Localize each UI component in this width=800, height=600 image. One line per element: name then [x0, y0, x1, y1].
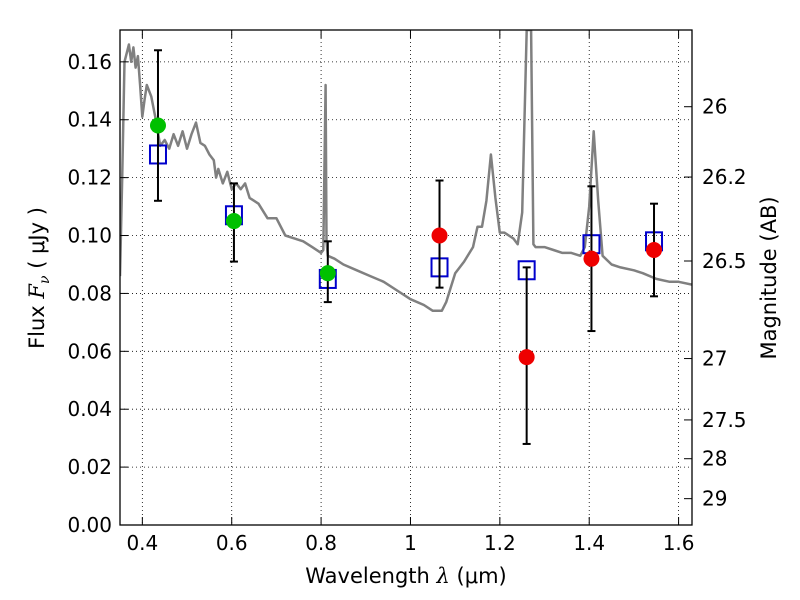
y-tick-label: 0.10 [67, 224, 112, 248]
x-tick-label: 1 [404, 531, 417, 555]
x-tick-label: 1.6 [663, 531, 695, 555]
model-spectrum-line [120, 30, 692, 313]
y-axis-label: Flux Fν ( μJy ) [25, 207, 53, 349]
y2-tick-label: 26.5 [702, 249, 747, 273]
x-tick-label: 1.2 [484, 531, 516, 555]
y-tick-label: 0.16 [67, 50, 112, 74]
plot-frame [119, 29, 693, 526]
x-tick-label: 0.8 [305, 531, 337, 555]
axes: 0.4 0.6 0.8 1 1.2 1.4 1.6 0.00 0.02 0.04 0.06 0.08 0… [67, 29, 747, 555]
gridlines [120, 30, 692, 526]
y2-axis-label: Magnitude (AB) [757, 196, 781, 359]
y2-tick-label: 26 [702, 95, 727, 119]
data-point [225, 213, 242, 230]
y-tick-label: 0.06 [67, 339, 112, 363]
y2-tick-label: 27 [702, 347, 727, 371]
data-point [319, 265, 336, 282]
x-tick-label: 1.4 [573, 531, 605, 555]
data-point [518, 349, 535, 366]
y-tick-label: 0.00 [67, 513, 112, 537]
y-tick-label: 0.08 [67, 281, 112, 305]
y2-tick-label: 29 [702, 487, 727, 511]
data-point [583, 250, 600, 267]
y-tick-label: 0.04 [67, 397, 112, 421]
y2-tick-label: 28 [702, 447, 727, 471]
y2-tick-label: 26.2 [702, 165, 747, 189]
plot-area [120, 30, 692, 445]
y-tick-label: 0.02 [67, 455, 112, 479]
data-point [646, 242, 663, 258]
y-tick-label: 0.12 [67, 166, 112, 190]
y2-tick-label: 27.5 [702, 408, 747, 432]
data-point [431, 227, 448, 244]
x-tick-label: 0.4 [126, 531, 158, 555]
y-tick-label: 0.14 [67, 108, 112, 132]
x-axis-label: Wavelength λ (μm) [305, 564, 506, 588]
x-tick-label: 0.6 [216, 531, 248, 555]
data-point [149, 117, 166, 134]
